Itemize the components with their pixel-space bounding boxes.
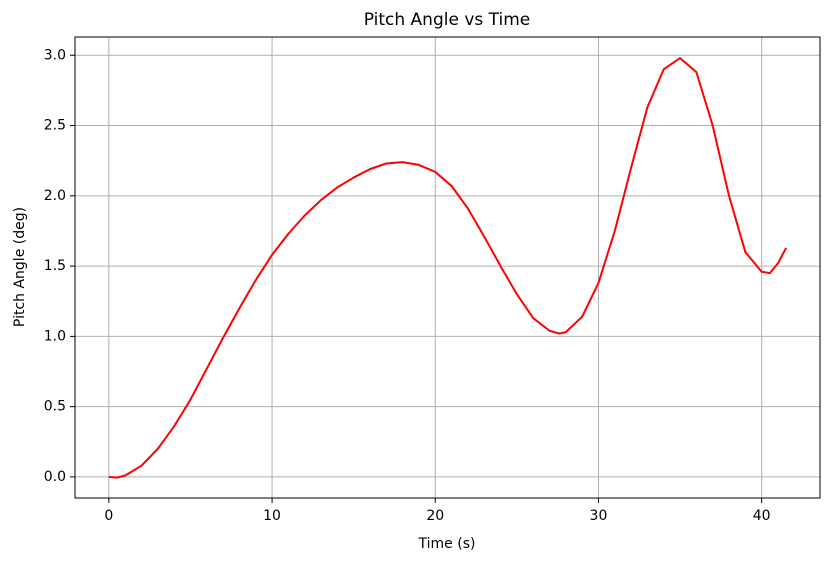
chart-title: Pitch Angle vs Time: [364, 10, 531, 30]
x-tick-label: 20: [426, 508, 444, 524]
y-tick-label: 1.5: [44, 258, 66, 274]
data-line: [108, 57, 788, 479]
y-tick-label: 2.5: [44, 118, 66, 134]
y-tick-label: 0.5: [44, 399, 66, 415]
y-tick-label: 0.0: [44, 469, 66, 485]
x-axis-label: Time (s): [418, 536, 476, 552]
x-tick-label: 30: [590, 508, 608, 524]
plot-frame: [74, 36, 821, 499]
y-tick-label: 1.0: [44, 328, 66, 344]
x-tick-label: 10: [263, 508, 281, 524]
x-tick-label: 0: [104, 508, 113, 524]
x-tick-label: 40: [753, 508, 771, 524]
y-tick-label: 3.0: [44, 47, 66, 63]
y-axis-label: Pitch Angle (deg): [12, 207, 28, 327]
y-tick-label: 2.0: [44, 188, 66, 204]
